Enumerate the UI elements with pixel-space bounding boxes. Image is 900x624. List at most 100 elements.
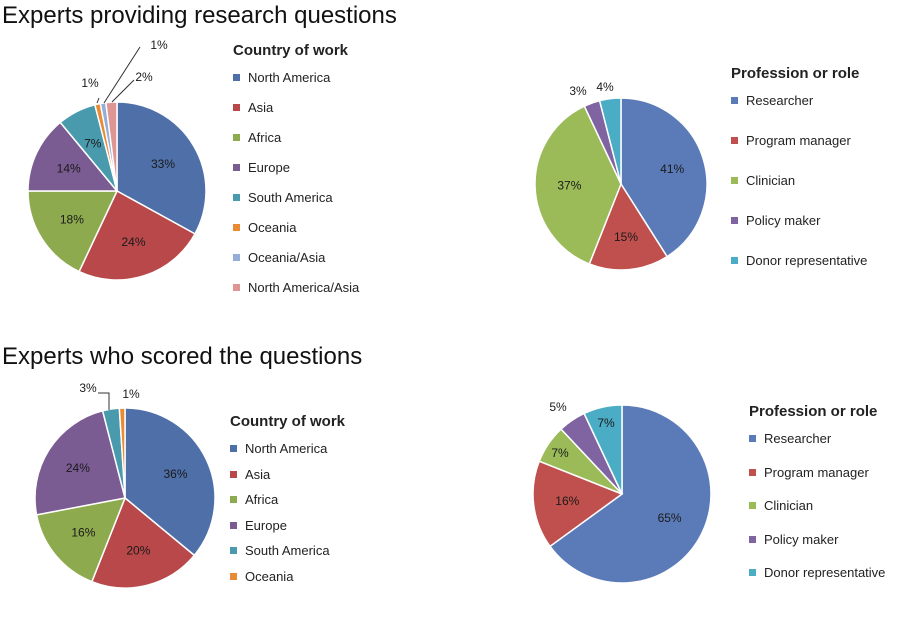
legend-swatch [233, 164, 240, 171]
legend-swatch [233, 104, 240, 111]
pie-slice [534, 105, 622, 265]
slice-label: 1% [150, 38, 168, 52]
leader-line [111, 79, 135, 103]
pie-slice [116, 101, 207, 235]
legend-label: Policy maker [764, 531, 839, 547]
legend-item: Africa [230, 491, 345, 509]
legend-label: Researcher [746, 93, 814, 108]
pie-slice [78, 189, 197, 281]
legend-item: Policy maker [731, 212, 881, 230]
legend-swatch [230, 445, 237, 452]
legend-country-1: Country of work North America Asia Africa E… [233, 42, 359, 309]
legend-label: Asia [248, 100, 274, 115]
legend-item: South America [230, 542, 345, 560]
pie-slice [598, 97, 622, 185]
legend-item: Oceania/Asia [233, 249, 359, 267]
legend-label: Donor representative [746, 253, 868, 268]
legend-label: Program manager [764, 464, 869, 480]
legend-label: Program manager [746, 133, 851, 148]
pie-slice [27, 121, 119, 192]
slice-label: 16% [555, 494, 579, 508]
legend-label: Oceania [245, 568, 294, 584]
slice-label: 3% [569, 84, 587, 98]
slice-label: 4% [596, 80, 614, 94]
legend-title: Profession or role [749, 403, 878, 420]
legend-item: Program manager [749, 464, 894, 482]
legend-swatch [233, 224, 240, 231]
legend-item: Program manager [731, 132, 881, 150]
slice-label: 7% [597, 416, 615, 430]
legend-swatch [749, 535, 756, 543]
legend-item: Clinician [731, 172, 881, 190]
legend-label: North America [245, 441, 328, 456]
legend-swatch [731, 177, 738, 184]
section-title-scorers: Experts who scored the questions [2, 343, 363, 370]
pie-slice [35, 497, 127, 583]
pie-slice [90, 496, 196, 589]
legend-items: North America Asia Africa Europe South Ameri… [230, 440, 345, 586]
slice-label: 1% [81, 76, 99, 90]
legend-item: Researcher [731, 92, 881, 110]
legend-swatch [230, 572, 237, 580]
legend-swatch [233, 194, 240, 201]
pie-slice [118, 407, 126, 499]
legend-swatch [731, 137, 738, 144]
legend-item: Researcher [749, 430, 894, 448]
legend-swatch [233, 134, 240, 141]
legend-country-2: Country of work North America Asia Africa E… [230, 413, 345, 593]
legend-item: Asia [233, 99, 359, 117]
legend-label: Oceania/Asia [248, 250, 326, 265]
legend-item: Oceania [233, 219, 359, 237]
leader-line [98, 392, 110, 410]
legend-item: Africa [233, 129, 359, 147]
slice-label: 3% [79, 381, 97, 395]
legend-item: Donor representative [731, 252, 881, 270]
legend-swatch [749, 569, 756, 576]
legend-swatch [749, 502, 756, 509]
legend-swatch [731, 217, 738, 224]
legend-item: North America [233, 69, 359, 87]
slice-label: 1% [122, 387, 140, 401]
legend-item: Europe [233, 159, 359, 177]
pie-slice [34, 409, 126, 516]
legend-title: Profession or role [731, 65, 860, 82]
slice-label: 33% [151, 157, 175, 171]
legend-label: Clinician [764, 498, 814, 513]
legend-label: South America [245, 543, 330, 558]
pie-slice [583, 404, 623, 495]
legend-swatch [230, 496, 237, 503]
legend-label: North America/Asia [248, 280, 360, 295]
pie-slice [532, 460, 624, 548]
legend-item: Donor representative [749, 564, 894, 582]
legend-label: Donor representative [764, 565, 886, 580]
slice-label: 5% [549, 400, 567, 414]
legend-item: Clinician [749, 497, 894, 515]
pie-slice [124, 407, 216, 557]
leader-line [103, 46, 141, 104]
slice-label: 65% [658, 511, 682, 525]
slice-label: 37% [557, 179, 581, 193]
legend-label: Clinician [746, 173, 796, 188]
legend-label: Africa [245, 492, 279, 507]
slice-label: 24% [121, 235, 145, 249]
legend-swatch [749, 468, 756, 476]
legend-label: Oceania [248, 220, 297, 235]
legend-items: North America Asia Africa Europe South Ameri… [233, 69, 359, 297]
legend-label: North America [248, 70, 331, 85]
legend-profession-1: Profession or role Researcher Program man… [731, 65, 881, 292]
legend-item: Europe [230, 517, 345, 535]
legend-label: Africa [248, 130, 282, 145]
legend-swatch [731, 257, 738, 264]
legend-label: Europe [248, 160, 290, 175]
legend-label: Policy maker [746, 213, 821, 228]
legend-swatch [749, 435, 756, 442]
leader-line [96, 97, 100, 104]
slice-label: 36% [163, 467, 187, 481]
legend-profession-2: Profession or role Researcher Program man… [749, 403, 894, 598]
legend-label: South America [248, 190, 333, 205]
legend-title: Country of work [230, 413, 345, 430]
legend-swatch [233, 254, 240, 261]
legend-item: North America/Asia [233, 279, 359, 297]
legend-items: Researcher Program manager Clinician Policy… [731, 92, 881, 270]
